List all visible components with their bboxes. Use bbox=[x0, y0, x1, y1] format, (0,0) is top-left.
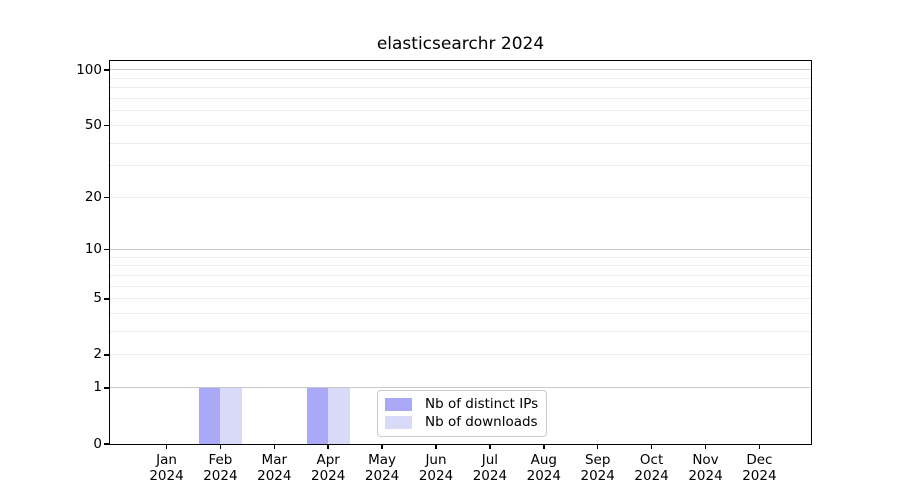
y-tick-label: 10 bbox=[84, 241, 102, 258]
x-tick-label-line: 2024 bbox=[311, 468, 346, 484]
x-tick-label-line: May bbox=[368, 452, 397, 468]
bar-nb-of-downloads bbox=[328, 387, 350, 444]
minor-gridline bbox=[110, 165, 811, 167]
chart-title: elasticsearchr 2024 bbox=[376, 34, 545, 54]
major-gridline bbox=[110, 387, 811, 389]
x-tick-label-line: 2024 bbox=[257, 468, 292, 484]
legend-swatch bbox=[385, 398, 412, 411]
x-tick-label-line: 2024 bbox=[364, 468, 400, 484]
x-tick bbox=[219, 444, 222, 449]
y-tick-label: 100 bbox=[76, 61, 102, 78]
y-tick-label: 50 bbox=[84, 116, 102, 133]
y-tick bbox=[104, 196, 110, 199]
y-tick bbox=[104, 354, 110, 356]
y-tick-label: 5 bbox=[93, 290, 102, 307]
x-tick-label: Jul 2024 bbox=[450, 452, 530, 484]
x-tick bbox=[381, 444, 383, 449]
minor-gridline bbox=[110, 354, 811, 356]
bar-nb-of-distinct-ips bbox=[198, 387, 221, 444]
x-tick-label: Sep 2024 bbox=[558, 452, 638, 484]
minor-gridline bbox=[110, 77, 811, 79]
x-tick-label-line: Dec bbox=[746, 452, 773, 468]
minor-gridline bbox=[110, 196, 811, 198]
major-gridline bbox=[110, 69, 811, 71]
y-tick-label: 1 bbox=[93, 379, 102, 396]
x-tick-label: Mar 2024 bbox=[234, 452, 314, 484]
minor-gridline bbox=[110, 110, 811, 112]
x-tick bbox=[327, 444, 329, 449]
x-tick-label-line: 2024 bbox=[688, 468, 723, 484]
minor-gridline bbox=[110, 285, 811, 287]
x-tick bbox=[650, 444, 653, 449]
x-tick-label-line: Feb bbox=[208, 452, 233, 468]
x-tick bbox=[758, 444, 761, 449]
x-tick-label: Jan 2024 bbox=[127, 452, 207, 484]
x-tick-label-line: 2024 bbox=[742, 468, 777, 484]
x-tick-label-line: 2024 bbox=[203, 468, 238, 484]
x-tick-label-line: Sep bbox=[584, 452, 611, 468]
y-tick bbox=[104, 248, 110, 251]
x-tick bbox=[704, 444, 707, 449]
x-tick bbox=[596, 444, 599, 449]
y-tick bbox=[104, 124, 110, 127]
minor-gridline bbox=[110, 142, 811, 144]
minor-gridline bbox=[110, 265, 811, 267]
x-tick-label: Dec 2024 bbox=[719, 452, 799, 484]
x-tick-label-line: 2024 bbox=[472, 468, 508, 484]
x-tick-label-line: 2024 bbox=[418, 468, 454, 484]
y-tick bbox=[104, 443, 110, 445]
minor-gridline bbox=[110, 274, 811, 276]
x-tick-label-line: Mar bbox=[261, 452, 288, 468]
bar-nb-of-distinct-ips bbox=[306, 387, 329, 444]
y-tick-label: 0 bbox=[93, 435, 102, 452]
x-tick-label-line: 2024 bbox=[526, 468, 561, 484]
y-tick bbox=[104, 298, 110, 300]
x-tick-label-line: Nov bbox=[692, 452, 719, 468]
legend-label: Nb of downloads bbox=[425, 414, 538, 430]
legend-item: Nb of downloads bbox=[385, 415, 539, 430]
plot-area bbox=[110, 61, 811, 444]
x-tick-label: Oct 2024 bbox=[612, 452, 692, 484]
x-tick-label: Nov 2024 bbox=[666, 452, 746, 484]
minor-gridline bbox=[110, 98, 811, 100]
minor-gridline bbox=[110, 331, 811, 333]
x-tick-label-line: 2024 bbox=[634, 468, 669, 484]
y-tick-label: 2 bbox=[93, 346, 102, 363]
x-tick-label: May 2024 bbox=[342, 452, 422, 484]
y-tick bbox=[104, 387, 110, 389]
minor-gridline bbox=[110, 313, 811, 315]
x-tick bbox=[543, 444, 545, 449]
legend: Nb of distinct IPs Nb of downloads bbox=[377, 390, 547, 437]
x-tick bbox=[489, 444, 491, 449]
x-tick-label: Jun 2024 bbox=[396, 452, 476, 484]
x-tick-label: Feb 2024 bbox=[180, 452, 260, 484]
x-tick-label-line: Oct bbox=[639, 452, 664, 468]
major-gridline bbox=[110, 249, 811, 251]
x-tick-label-line: Jan bbox=[156, 452, 177, 468]
x-tick-label-line: Apr bbox=[316, 452, 340, 468]
minor-gridline bbox=[110, 298, 811, 300]
legend-label: Nb of distinct IPs bbox=[425, 396, 539, 412]
x-tick bbox=[165, 444, 168, 449]
legend-swatch bbox=[385, 416, 412, 429]
y-tick bbox=[104, 69, 110, 71]
x-tick-label-line: 2024 bbox=[580, 468, 615, 484]
x-tick-label: Apr 2024 bbox=[288, 452, 368, 484]
x-tick-label-line: Jun bbox=[425, 452, 447, 468]
x-tick-label-line: Aug bbox=[530, 452, 557, 468]
x-tick-label-line: 2024 bbox=[149, 468, 184, 484]
legend-item: Nb of distinct IPs bbox=[385, 397, 539, 412]
minor-gridline bbox=[110, 124, 811, 126]
x-tick bbox=[273, 444, 276, 449]
y-tick-label: 20 bbox=[84, 188, 102, 205]
x-tick bbox=[435, 444, 437, 449]
minor-gridline bbox=[110, 256, 811, 258]
bar-nb-of-downloads bbox=[220, 387, 242, 444]
minor-gridline bbox=[110, 87, 811, 89]
x-tick-label: Aug 2024 bbox=[504, 452, 584, 484]
x-tick-label-line: Jul bbox=[481, 452, 499, 468]
plot-border bbox=[109, 60, 812, 445]
